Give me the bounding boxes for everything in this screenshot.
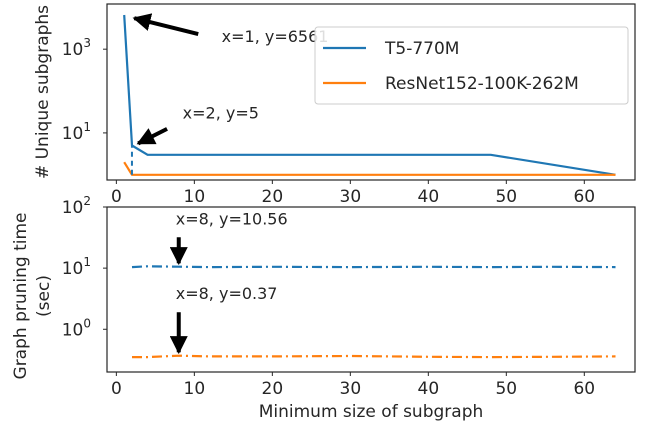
top-y-tick-labels: 103 101 bbox=[62, 36, 107, 144]
y-tick-label: 101 bbox=[62, 255, 91, 279]
bottom-series-resnet-line bbox=[132, 354, 616, 359]
x-tick-label: 20 bbox=[262, 187, 284, 207]
top-annotation-label: x=2, y=5 bbox=[183, 104, 259, 123]
legend-box bbox=[314, 26, 629, 105]
y-tick-label: 100 bbox=[62, 316, 91, 340]
bottom-axes-frame bbox=[106, 206, 636, 373]
top-annotation-arrow bbox=[132, 13, 199, 36]
top-series-resnet-line bbox=[123, 161, 616, 176]
bottom-chart: 102 101 100 0 10 20 30 40 50 60 Graph pruning ti… bbox=[11, 194, 636, 422]
top-annotation-label: x=1, y=6561 bbox=[222, 27, 329, 46]
top-axes-frame bbox=[106, 3, 636, 181]
y-tick-label: 103 bbox=[62, 36, 91, 60]
x-tick-label: 10 bbox=[184, 379, 206, 399]
legend-label-resnet: ResNet152-100K-262M bbox=[385, 74, 579, 94]
x-tick-label: 60 bbox=[573, 187, 595, 207]
x-tick-label: 60 bbox=[573, 379, 595, 399]
top-annotation-arrow bbox=[136, 127, 168, 146]
bottom-annotation-label: x=8, y=10.56 bbox=[176, 209, 288, 228]
x-tick-label: 40 bbox=[418, 187, 440, 207]
bottom-y-tick-labels: 102 101 100 bbox=[62, 194, 107, 340]
y-tick-label: 102 bbox=[62, 194, 91, 218]
legend: T5-770M ResNet152-100K-262M bbox=[314, 26, 629, 105]
bottom-plot-area bbox=[131, 265, 616, 359]
x-tick-label: 30 bbox=[340, 187, 362, 207]
top-series-t5-line bbox=[123, 14, 616, 176]
bottom-annotations: x=8, y=10.56 x=8, y=0.37 bbox=[169, 209, 288, 355]
x-tick-label: 20 bbox=[262, 379, 284, 399]
x-tick-label: 40 bbox=[418, 379, 440, 399]
bottom-annotation-label: x=8, y=0.37 bbox=[176, 284, 278, 303]
top-annotations: x=1, y=6561 x=2, y=5 bbox=[132, 13, 329, 146]
bottom-series-t5-line bbox=[131, 265, 616, 269]
x-tick-label: 0 bbox=[111, 379, 122, 399]
bottom-y-axis-label-line2: (sec) bbox=[34, 275, 54, 317]
bottom-x-tick-labels: 0 10 20 30 40 50 60 bbox=[111, 372, 595, 399]
y-tick-label: 101 bbox=[62, 120, 91, 144]
top-y-axis-label: # Unique subgraphs bbox=[33, 5, 53, 179]
x-tick-label: 30 bbox=[340, 379, 362, 399]
top-x-tick-labels: 0 10 20 30 40 50 60 bbox=[111, 180, 595, 207]
top-plot-area bbox=[123, 14, 616, 176]
x-tick-label: 0 bbox=[111, 187, 122, 207]
legend-label-t5: T5-770M bbox=[384, 39, 459, 59]
x-tick-label: 10 bbox=[184, 187, 206, 207]
x-axis-label: Minimum size of subgraph bbox=[259, 402, 484, 422]
bottom-y-axis-label-line1: Graph pruning time bbox=[11, 213, 31, 380]
x-tick-label: 50 bbox=[495, 379, 517, 399]
x-tick-label: 50 bbox=[495, 187, 517, 207]
